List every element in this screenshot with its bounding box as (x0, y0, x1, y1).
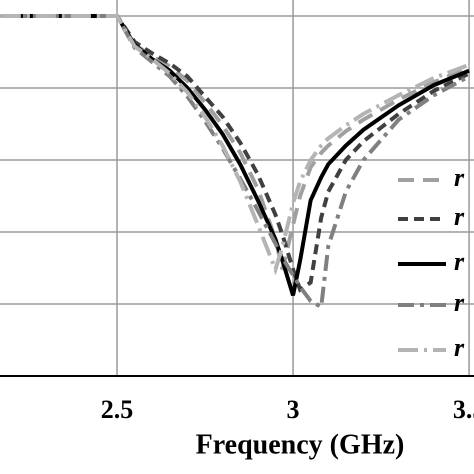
series-line (0, 13, 470, 293)
legend-label: r (454, 288, 465, 317)
legend-label: r (454, 163, 465, 192)
series-line (0, 13, 470, 296)
legend-label: r (454, 247, 465, 276)
series-line (0, 13, 470, 276)
x-axis-title: Frequency (GHz) (196, 429, 405, 460)
series-line (0, 13, 471, 311)
x-tick-label: 3 (287, 395, 300, 424)
x-tick-label: 3.5 (453, 395, 474, 424)
legend-label: r (454, 333, 465, 362)
legend-label: r (454, 202, 465, 231)
x-tick-label: 2.5 (101, 395, 134, 424)
series-line (0, 13, 470, 270)
